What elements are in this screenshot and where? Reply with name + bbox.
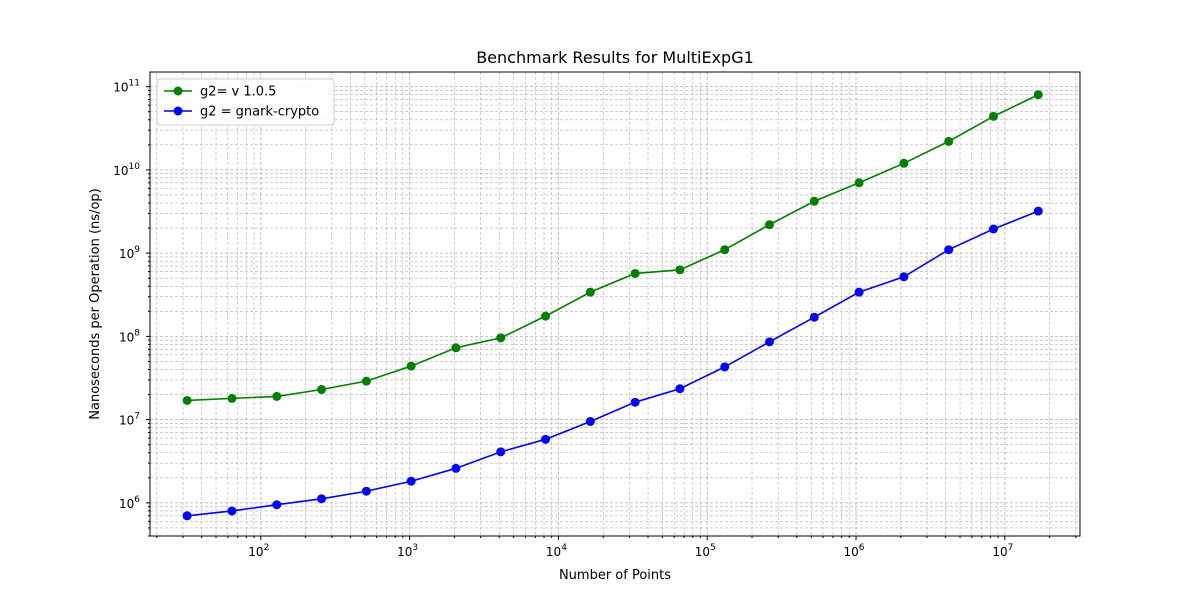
x-tick-label: 103 <box>397 543 418 559</box>
x-tick-label: 104 <box>546 543 567 559</box>
data-point-series-1 <box>541 434 551 444</box>
y-tick-label: 109 <box>119 245 140 261</box>
data-point-series-0 <box>272 391 282 401</box>
data-point-series-1 <box>272 500 282 510</box>
y-axis-label: Nanoseconds per Operation (ns/op) <box>88 188 103 419</box>
data-point-series-1 <box>317 494 327 504</box>
data-point-series-1 <box>406 476 416 486</box>
data-point-series-0 <box>317 385 327 395</box>
legend-marker-g2-v105 <box>173 86 183 96</box>
legend-label-g2-v105: g2= v 1.0.5 <box>200 85 276 100</box>
data-point-series-0 <box>944 136 954 146</box>
series-layer <box>182 90 1043 521</box>
y-tick-label: 108 <box>119 328 140 344</box>
data-point-series-0 <box>451 343 461 353</box>
data-point-series-1 <box>451 463 461 473</box>
data-point-series-0 <box>765 220 775 230</box>
data-point-series-0 <box>988 111 998 121</box>
data-point-series-1 <box>988 224 998 234</box>
y-tick-label: 1010 <box>113 162 140 178</box>
series-line-0 <box>187 94 1039 402</box>
x-tick-label: 106 <box>844 543 865 559</box>
chart-title: Benchmark Results for MultiExpG1 <box>476 48 754 67</box>
data-point-series-0 <box>406 361 416 371</box>
x-tick-label: 105 <box>695 543 716 559</box>
data-point-series-1 <box>854 287 864 297</box>
legend-box <box>156 78 335 126</box>
series-line-1 <box>187 210 1039 517</box>
data-point-series-0 <box>899 158 909 168</box>
data-point-series-0 <box>361 376 371 386</box>
data-point-series-1 <box>585 416 595 426</box>
data-point-series-0 <box>630 268 640 278</box>
data-point-series-1 <box>809 312 819 322</box>
data-point-series-0 <box>854 178 864 188</box>
plot-frame <box>149 71 1081 537</box>
data-point-series-1 <box>630 397 640 407</box>
x-axis-label: Number of Points <box>559 568 671 583</box>
data-point-series-1 <box>496 447 506 457</box>
y-tick-label: 106 <box>119 495 140 511</box>
legend-marker-gnark-crypto <box>173 106 183 116</box>
data-point-series-0 <box>675 265 685 275</box>
y-tick-label: 107 <box>119 412 140 428</box>
data-point-series-0 <box>585 287 595 297</box>
axis-ticks: 102 103 104 105 106 107 106 107 108 109 1010 1011 <box>113 79 1077 559</box>
x-tick-label: 102 <box>248 543 269 559</box>
legend: g2= v 1.0.5 g2 = gnark-crypto <box>156 78 335 126</box>
data-point-series-0 <box>182 395 192 405</box>
data-point-series-0 <box>720 245 730 255</box>
data-point-series-1 <box>720 362 730 372</box>
data-point-series-0 <box>809 196 819 206</box>
y-tick-label: 1011 <box>113 79 140 95</box>
data-point-series-0 <box>227 393 237 403</box>
data-point-series-1 <box>1033 206 1043 216</box>
data-point-series-1 <box>675 384 685 394</box>
data-point-series-1 <box>899 272 909 282</box>
data-point-series-1 <box>765 337 775 347</box>
data-point-series-1 <box>182 511 192 521</box>
data-point-series-1 <box>227 506 237 516</box>
data-point-series-1 <box>944 245 954 255</box>
data-point-series-0 <box>1033 90 1043 100</box>
data-point-series-1 <box>361 486 371 496</box>
data-point-series-0 <box>541 311 551 321</box>
x-tick-label: 107 <box>992 543 1013 559</box>
legend-label-gnark-crypto: g2 = gnark-crypto <box>200 105 319 120</box>
data-point-series-0 <box>496 333 506 343</box>
